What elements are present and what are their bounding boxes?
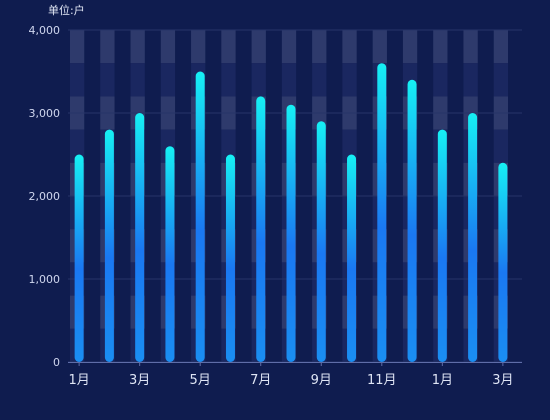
- grid-stripe: [160, 30, 176, 64]
- grid-stripe: [342, 63, 357, 97]
- grid-stripe: [100, 63, 115, 97]
- bar: [377, 63, 387, 362]
- x-tick-label: 3月: [492, 373, 513, 388]
- grid-stripe: [251, 63, 266, 97]
- bar: [135, 113, 145, 362]
- grid-stripe: [281, 30, 297, 64]
- grid-stripe: [160, 63, 176, 97]
- grid-stripe: [251, 30, 266, 64]
- grid-stripe: [433, 63, 448, 97]
- grid-stripe: [463, 30, 478, 64]
- grid-stripe: [221, 30, 236, 64]
- x-tick-label: 3月: [129, 373, 150, 388]
- grid-stripe: [493, 63, 508, 97]
- grid-stripe: [70, 63, 85, 97]
- x-tick-label: 9月: [311, 373, 332, 388]
- bar: [104, 129, 114, 362]
- y-axis-unit-label: 单位:户: [48, 3, 85, 17]
- grid-stripe: [221, 63, 236, 97]
- grid-stripe: [281, 63, 297, 97]
- grid-stripe: [130, 63, 145, 97]
- grid-stripe: [100, 30, 115, 64]
- bar: [225, 154, 235, 362]
- grid-stripe: [493, 129, 508, 163]
- bar: [165, 146, 175, 362]
- grid-stripe: [372, 30, 387, 64]
- y-tick-label: 0: [53, 356, 60, 369]
- grid-stripe: [342, 129, 357, 163]
- grid-stripe: [463, 63, 478, 97]
- grid-stripe: [312, 30, 327, 64]
- x-tick-label: 7月: [250, 373, 271, 388]
- bar: [316, 121, 326, 362]
- grid-stripe: [191, 30, 206, 64]
- x-tick-label: 1月: [68, 373, 89, 388]
- bar: [437, 129, 447, 362]
- bar: [407, 79, 417, 363]
- grid-stripe: [130, 30, 145, 64]
- grid-stripe: [342, 30, 357, 64]
- grid-stripe: [312, 63, 327, 97]
- x-axis-ticks: 1月 3月 5月 7月 9月 11月 1月 3月: [68, 362, 514, 388]
- grid-stripe: [493, 30, 508, 64]
- grid-stripe: [402, 30, 418, 64]
- bar: [347, 154, 357, 362]
- y-tick-label: 2,000: [29, 190, 61, 203]
- grid-stripe: [433, 30, 448, 64]
- grid-stripe: [70, 30, 85, 64]
- y-tick-label: 3,000: [29, 107, 61, 120]
- bar: [468, 113, 478, 362]
- bar-series: [74, 63, 508, 363]
- bar: [74, 154, 84, 362]
- x-tick-label: 1月: [432, 373, 453, 388]
- bar: [195, 71, 205, 362]
- y-axis-ticks: 0 1,000 2,000 3,000 4,000: [29, 24, 61, 369]
- grid-stripe: [221, 129, 236, 163]
- x-tick-label: 5月: [190, 373, 211, 388]
- bar: [256, 96, 266, 363]
- grid-stripe: [70, 129, 85, 163]
- y-tick-label: 4,000: [29, 24, 61, 37]
- bar: [286, 104, 296, 362]
- x-tick-label: 11月: [367, 373, 397, 388]
- bar: [498, 162, 508, 362]
- y-tick-label: 1,000: [29, 273, 61, 286]
